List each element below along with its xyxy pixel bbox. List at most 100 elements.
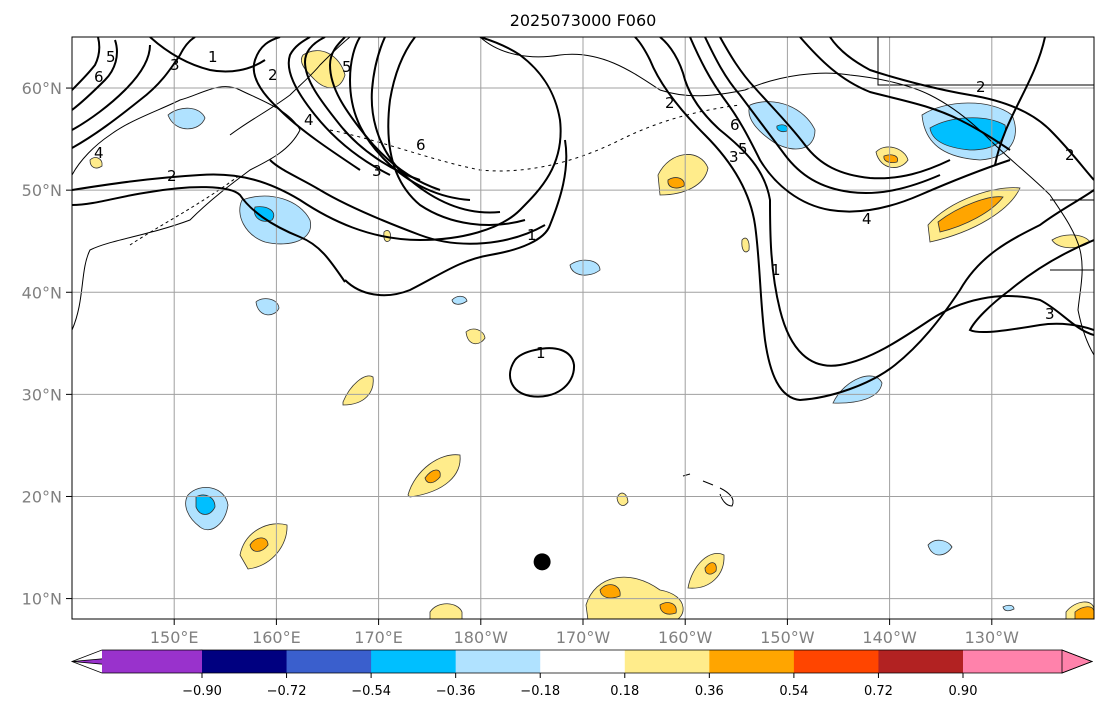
contour-line [72,37,196,149]
shade-blob-pos [249,537,269,552]
colorbar-tick-label: −0.72 [267,684,307,699]
contour-label: 2 [665,94,675,112]
lon-tick-label: 160°E [252,628,301,647]
colorbar-over-triangle [1061,649,1094,674]
colorbar-under-bin [102,650,202,673]
coastline-asia [72,86,301,331]
shade-blob-pos [937,196,1004,233]
lat-tick-label: 30°N [22,385,62,404]
contour-line [634,37,1094,402]
colorbar-outline [70,649,1094,674]
latitude-axis: 10°N 20°N 30°N 40°N 50°N 60°N [22,79,72,609]
colorbar-tick-label: −0.90 [182,684,222,699]
contour-line [799,37,1011,151]
colorbar-tick-label: −0.18 [520,684,560,699]
colorbar: −0.90 −0.72 −0.54 −0.36 −0.18 0.18 0.36 0.54 0.7… [70,649,1094,699]
contour-layer [72,37,1094,402]
contour-label: 1 [536,344,546,362]
lat-tick-label: 20°N [22,487,62,506]
contour-line [72,186,346,283]
contour-label: 1 [208,48,218,66]
contour-label: 5 [738,140,748,158]
colorbar-bin [371,650,457,673]
shade-blob-pos [659,602,677,615]
contour-line [689,37,1011,213]
border-49th [1050,199,1094,271]
colorbar-tick-label: 0.36 [695,684,724,699]
shade-blob-pos [424,469,441,484]
shade-blob-pos [465,328,486,345]
shade-blob-neg [1002,604,1015,612]
shade-blob-neg [195,494,216,515]
shade-blob-neg [255,298,280,316]
contour-label: 6 [94,68,104,86]
contour-line [72,39,118,111]
shade-blob-neg [569,259,601,276]
lon-tick-label: 170°W [556,628,611,647]
coastline-hawaii [682,473,734,507]
contour-line [348,37,471,201]
contour-label: 1 [771,261,781,279]
shade-blob-pos [667,177,685,189]
contour-label: 4 [862,210,872,228]
colorbar-bin [624,650,710,673]
lat-tick-label: 50°N [22,181,62,200]
colorbar-tick-label: −0.54 [351,684,391,699]
colorbar-bin [878,650,964,673]
contour-label: 6 [730,116,740,134]
lon-tick-label: 170°E [354,628,403,647]
contour-label: 5 [342,58,352,76]
lon-tick-label: 130°W [965,628,1020,647]
contour-label: 2 [976,78,986,96]
colorbar-bin [286,650,372,673]
lon-tick-label: 140°W [862,628,917,647]
colorbar-tick-label: 0.54 [779,684,808,699]
shaded-field-layer [89,50,1094,619]
storm-center-marker [533,553,551,571]
shade-blob-pos [704,562,717,575]
contour-line [387,37,526,226]
shade-blob-neg [254,206,275,222]
contour-label: 2 [268,66,278,84]
coastline-na-west [1049,194,1094,356]
contour-line [252,37,361,171]
contour-line [72,37,101,91]
contour-label: 2 [1065,146,1075,164]
contour-line [269,159,546,245]
lon-tick-label: 160°W [658,628,713,647]
map-panel: 5 6 3 1 2 4 3 6 4 2 5 1 1 1 4 3 5 6 2 2 [22,36,1095,647]
contour-label: 3 [1045,305,1055,323]
contour-label: 4 [94,144,104,162]
shade-blob-neg [167,107,206,130]
lon-tick-label: 150°E [150,628,199,647]
shade-blob-neg [776,124,789,133]
colorbar-tick-label: −0.36 [436,684,476,699]
shade-blob-neg [451,295,468,305]
figure-title: 2025073000 F060 [510,11,657,30]
coastline-kuril-islands [129,174,241,246]
lon-tick-label: 150°W [760,628,815,647]
gridlines [72,37,1094,619]
shade-blob-pos [599,584,621,599]
contour-label: 4 [304,111,314,129]
contour-line [344,139,568,297]
lon-tick-label: 180°W [454,628,509,647]
colorbar-over-bin [963,650,1062,673]
contour-line [287,37,391,176]
shade-blob-pos [1074,606,1094,619]
contour-labels: 5 6 3 1 2 4 3 6 4 2 5 1 1 1 4 3 5 6 2 2 [94,48,1075,362]
lat-tick-label: 40°N [22,283,62,302]
colorbar-bin [709,650,795,673]
contour-line [370,37,501,214]
contour-line [149,37,266,73]
contour-line [994,37,1046,166]
contour-label: 6 [416,136,426,154]
contour-line [328,37,441,191]
shade-blob-neg [927,539,953,556]
shade-blob-pos [342,375,374,406]
contour-label: 1 [527,226,537,244]
longitude-axis: 150°E 160°E 170°E 180°W 170°W 160°W 150°W 140°W… [150,619,1019,647]
contour-label: 5 [106,48,116,66]
contour-line [303,37,421,181]
